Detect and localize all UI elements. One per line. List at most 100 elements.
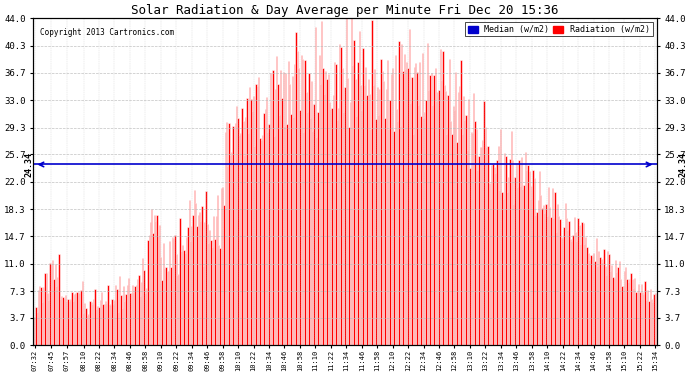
Bar bbox=[486, 147, 487, 345]
Bar bbox=[557, 204, 558, 345]
Bar bbox=[115, 285, 117, 345]
Bar bbox=[422, 53, 423, 345]
Bar bbox=[497, 146, 499, 345]
Bar bbox=[195, 202, 196, 345]
Bar bbox=[168, 271, 169, 345]
Bar bbox=[306, 92, 307, 345]
Bar bbox=[142, 258, 144, 345]
Bar bbox=[294, 64, 295, 345]
Bar bbox=[132, 285, 133, 345]
Bar bbox=[335, 64, 337, 345]
Bar bbox=[388, 129, 389, 345]
Bar bbox=[575, 232, 576, 345]
Bar bbox=[490, 199, 491, 345]
Bar bbox=[549, 207, 551, 345]
Bar bbox=[152, 233, 154, 345]
Bar bbox=[79, 293, 80, 345]
Bar bbox=[380, 59, 382, 345]
Bar bbox=[104, 304, 105, 345]
Bar bbox=[47, 293, 48, 345]
Bar bbox=[456, 142, 457, 345]
Bar bbox=[402, 71, 404, 345]
Bar bbox=[526, 170, 527, 345]
Bar bbox=[652, 302, 653, 345]
Bar bbox=[307, 112, 308, 345]
Bar bbox=[570, 238, 571, 345]
Bar bbox=[544, 213, 545, 345]
Bar bbox=[78, 292, 79, 345]
Bar bbox=[105, 301, 106, 345]
Bar bbox=[453, 106, 454, 345]
Bar bbox=[548, 187, 549, 345]
Bar bbox=[38, 290, 39, 345]
Bar bbox=[401, 44, 402, 345]
Bar bbox=[83, 313, 84, 345]
Bar bbox=[110, 305, 111, 345]
Bar bbox=[588, 253, 589, 345]
Text: 24.34: 24.34 bbox=[678, 152, 687, 177]
Bar bbox=[521, 157, 522, 345]
Bar bbox=[268, 124, 270, 345]
Bar bbox=[455, 72, 456, 345]
Bar bbox=[445, 91, 446, 345]
Bar bbox=[299, 110, 301, 345]
Bar bbox=[602, 262, 603, 345]
Bar bbox=[196, 226, 197, 345]
Bar bbox=[463, 96, 464, 345]
Bar bbox=[72, 301, 74, 345]
Bar bbox=[191, 226, 193, 345]
Bar bbox=[466, 150, 468, 345]
Bar bbox=[86, 308, 87, 345]
Bar bbox=[450, 121, 451, 345]
Bar bbox=[615, 260, 616, 345]
Bar bbox=[524, 152, 526, 345]
Bar bbox=[535, 215, 536, 345]
Bar bbox=[468, 99, 469, 345]
Bar bbox=[233, 126, 234, 345]
Bar bbox=[164, 268, 166, 345]
Bar bbox=[261, 140, 262, 345]
Bar bbox=[448, 59, 450, 345]
Bar bbox=[593, 253, 594, 345]
Bar bbox=[288, 61, 289, 345]
Bar bbox=[472, 132, 473, 345]
Bar bbox=[157, 236, 159, 345]
Bar bbox=[442, 51, 444, 345]
Bar bbox=[285, 73, 286, 345]
Bar bbox=[297, 51, 298, 345]
Bar bbox=[628, 282, 629, 345]
Bar bbox=[161, 280, 163, 345]
Bar bbox=[258, 78, 259, 345]
Bar bbox=[644, 282, 646, 345]
Bar bbox=[374, 69, 375, 345]
Bar bbox=[435, 68, 436, 345]
Bar bbox=[533, 178, 535, 345]
Bar bbox=[312, 130, 313, 345]
Bar bbox=[378, 115, 379, 345]
Bar bbox=[176, 254, 177, 345]
Bar bbox=[295, 32, 297, 345]
Bar bbox=[114, 300, 115, 345]
Bar bbox=[391, 74, 392, 345]
Bar bbox=[646, 300, 647, 345]
Bar bbox=[92, 304, 93, 345]
Bar bbox=[342, 68, 343, 345]
Bar bbox=[159, 225, 160, 345]
Bar bbox=[328, 74, 329, 345]
Bar bbox=[249, 87, 250, 345]
Bar bbox=[53, 279, 55, 345]
Bar bbox=[194, 190, 195, 345]
Bar bbox=[366, 95, 368, 345]
Bar bbox=[344, 87, 346, 345]
Bar bbox=[471, 132, 472, 345]
Bar bbox=[586, 247, 588, 345]
Bar bbox=[313, 104, 315, 345]
Bar bbox=[640, 284, 642, 345]
Bar bbox=[604, 267, 606, 345]
Bar bbox=[591, 256, 593, 345]
Bar bbox=[462, 134, 463, 345]
Bar bbox=[410, 103, 411, 345]
Bar bbox=[226, 122, 227, 345]
Bar bbox=[266, 97, 267, 345]
Bar bbox=[619, 261, 620, 345]
